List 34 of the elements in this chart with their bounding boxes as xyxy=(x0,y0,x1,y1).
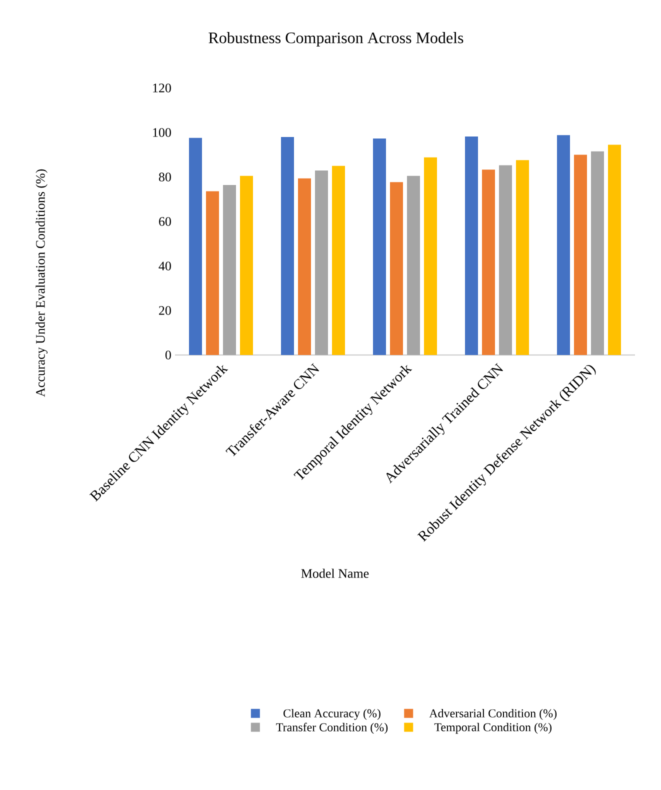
y-tick-label: 100 xyxy=(153,128,171,137)
bar xyxy=(240,176,253,355)
bar xyxy=(314,170,328,355)
bar xyxy=(464,136,478,355)
bar xyxy=(222,185,236,355)
bar xyxy=(406,176,420,355)
bar xyxy=(590,151,604,355)
y-tick-label: 60 xyxy=(159,217,171,226)
legend-label: Adversarial Condition (%) xyxy=(429,708,557,720)
legend-label: Transfer Condition (%) xyxy=(276,722,388,734)
bar xyxy=(516,160,529,355)
bar xyxy=(556,135,570,355)
legend-label: Temporal Condition (%) xyxy=(434,722,552,734)
bar xyxy=(608,144,621,355)
bar xyxy=(498,165,512,355)
y-axis-title: Accuracy Under Evaluation Conditions (%) xyxy=(36,169,48,397)
bar xyxy=(390,182,403,355)
bar xyxy=(206,191,219,355)
y-tick-label: 20 xyxy=(159,306,171,315)
bar xyxy=(188,138,202,355)
bar xyxy=(298,178,311,355)
bar xyxy=(280,136,294,355)
bar xyxy=(372,138,386,355)
y-tick-label: 40 xyxy=(158,262,171,270)
legend-label: Clean Accuracy (%) xyxy=(284,708,380,720)
bar xyxy=(574,154,587,355)
y-tick-label: 0 xyxy=(165,350,171,360)
x-axis-title: Model Name xyxy=(301,568,369,578)
chart-title: Robustness Comparison Across Models xyxy=(208,32,464,47)
bar xyxy=(424,157,437,355)
bar xyxy=(482,170,495,355)
y-tick-label: 80 xyxy=(158,172,171,182)
y-tick-label: 120 xyxy=(153,84,171,92)
bar xyxy=(332,166,345,355)
